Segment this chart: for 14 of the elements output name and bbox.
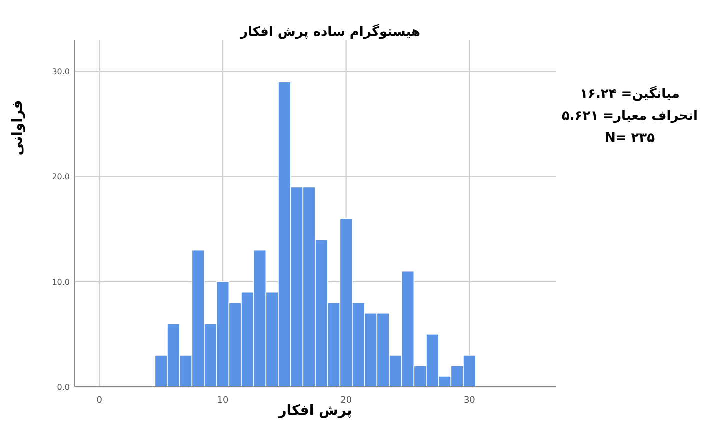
x-tick-label: 30 bbox=[464, 396, 476, 406]
x-tick-label: 10 bbox=[217, 396, 229, 406]
x-tick-label: 0 bbox=[96, 396, 103, 406]
y-tick-label: 20.0 bbox=[52, 172, 70, 182]
text: میانگین= ۱۶.۲۴ bbox=[580, 86, 680, 102]
chart-title: هیستوگرام ساده پرش افکار bbox=[239, 24, 421, 40]
text: انحراف معیار= ۵.۶۲۱ bbox=[562, 109, 698, 124]
y-tick-label: 10.0 bbox=[52, 278, 70, 287]
y-tick-label: 0.0 bbox=[57, 383, 70, 392]
x-axis-title: پرش افکار bbox=[278, 403, 352, 419]
y-axis-title: فراوانی bbox=[10, 100, 26, 156]
text: N= ۲۳۵ bbox=[604, 131, 656, 146]
x-tick-label: 20 bbox=[340, 396, 352, 406]
y-tick-label: 30.0 bbox=[52, 68, 70, 77]
